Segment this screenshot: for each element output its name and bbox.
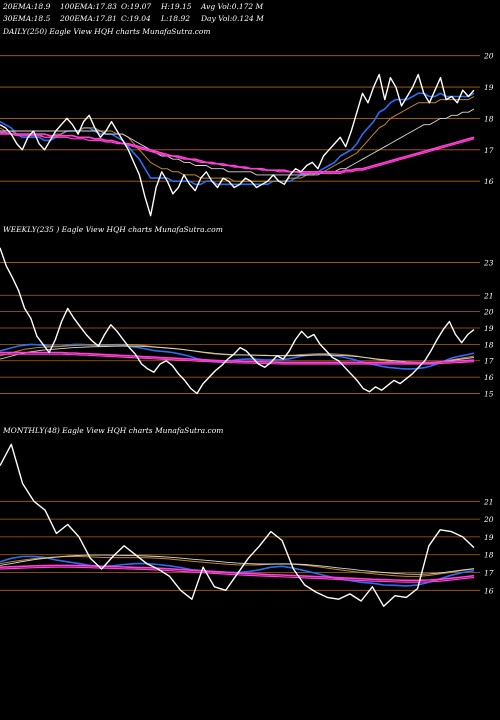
monthly-chart-title: MONTHLY(48) Eagle View HQH charts Munafa…	[3, 426, 224, 435]
series-line-ema-white	[0, 554, 475, 575]
y-tick-label: 20	[483, 515, 494, 524]
y-tick-label: 16	[484, 373, 494, 382]
weekly-chart-title: WEEKLY(235 ) Eagle View HQH charts Munaf…	[3, 225, 223, 234]
monthly-chart: 16 17 18 19 20 21	[0, 443, 494, 608]
y-tick-label: 18	[484, 340, 494, 349]
daily-chart: 16 17 18 19 20	[0, 52, 494, 217]
daily-chart-title: DAILY(250) Eagle View HQH charts MunafaS…	[3, 27, 211, 36]
ema20-readout: 20EMA:18.9	[3, 2, 51, 11]
low-readout: L:18.92	[161, 14, 190, 23]
y-tick-label: 17	[484, 146, 494, 155]
series-line-ema-pink-1	[0, 351, 475, 364]
series-line-ema-pink-1	[0, 131, 475, 173]
y-tick-label: 15	[484, 389, 494, 398]
series-line-ema-white	[0, 108, 475, 176]
ema30-readout: 30EMA:18.5	[3, 14, 51, 23]
avg-volume-readout: Avg Vol:0.172 M	[201, 2, 264, 11]
day-volume-readout: Day Vol:0.124 M	[201, 14, 264, 23]
y-tick-label: 19	[484, 533, 494, 542]
y-tick-label: 17	[484, 357, 494, 366]
y-tick-label: 16	[484, 586, 494, 595]
y-tick-label: 19	[484, 324, 494, 333]
series-line-price	[0, 73, 475, 217]
y-tick-label: 17	[484, 569, 494, 578]
series-line-price	[0, 247, 475, 395]
series-line-ema-white	[0, 345, 475, 363]
series-line-price	[0, 443, 475, 608]
open-readout: O:19.07	[121, 2, 152, 11]
series-line-ema-pink-2	[0, 353, 475, 365]
y-tick-label: 23	[483, 259, 494, 268]
y-tick-label: 18	[484, 114, 494, 123]
y-tick-label: 20	[483, 52, 494, 61]
series-line-ema-gold-1	[0, 556, 475, 577]
y-tick-label: 20	[483, 308, 494, 317]
y-tick-label: 19	[484, 83, 494, 92]
ema100-readout: 100EMA:17.83	[60, 2, 117, 11]
y-tick-label: 18	[484, 551, 494, 560]
y-tick-label: 21	[483, 497, 494, 506]
weekly-chart: 15 16 17 18 19 20 21 23	[0, 247, 494, 398]
series-line-ema-pink-2	[0, 133, 475, 174]
ema200-readout: 200EMA:17.81	[60, 14, 117, 23]
series-line-ema-blue	[0, 343, 475, 370]
y-tick-label: 21	[483, 291, 494, 300]
high-readout: H:19.15	[161, 2, 192, 11]
close-readout: C:19.04	[121, 14, 151, 23]
y-tick-label: 16	[484, 177, 494, 186]
